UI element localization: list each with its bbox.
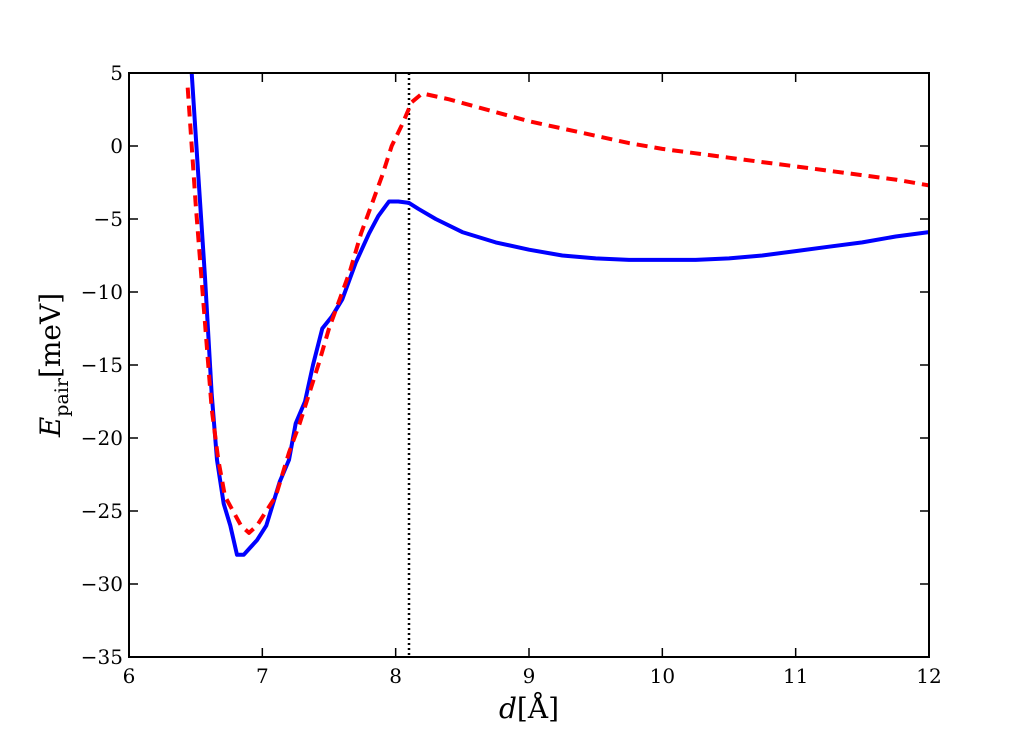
y-tick-label: −30 (81, 572, 123, 596)
x-tick-label: 8 (389, 664, 402, 688)
y-tick-label: −25 (81, 499, 123, 523)
x-axis-label: d[Å] (499, 692, 559, 725)
x-tick-label: 11 (783, 664, 808, 688)
x-tick-label: 10 (650, 664, 675, 688)
series-line-1 (189, 73, 929, 557)
x-tick-label: 7 (256, 664, 269, 688)
x-tick-label: 9 (523, 664, 536, 688)
plot-area (129, 73, 929, 657)
x-axis-unit: [Å] (517, 692, 559, 725)
x-axis-var: d (499, 692, 517, 725)
y-axis-label: Epair[meV] (34, 293, 73, 438)
y-tick-label: 5 (110, 61, 123, 85)
y-axis-unit: [meV] (34, 293, 67, 378)
series-line-2 (185, 87, 929, 535)
x-tick-label: 12 (916, 664, 941, 688)
y-axis-var: E (34, 417, 67, 438)
y-tick-label: −20 (81, 426, 123, 450)
y-tick-label: −5 (94, 207, 123, 231)
y-tick-label: −15 (81, 353, 123, 377)
y-tick-label: 0 (110, 134, 123, 158)
y-tick-label: −35 (81, 645, 123, 669)
y-tick-label: −10 (81, 280, 123, 304)
x-tick-label: 6 (123, 664, 136, 688)
y-axis-sub: pair (51, 377, 73, 417)
